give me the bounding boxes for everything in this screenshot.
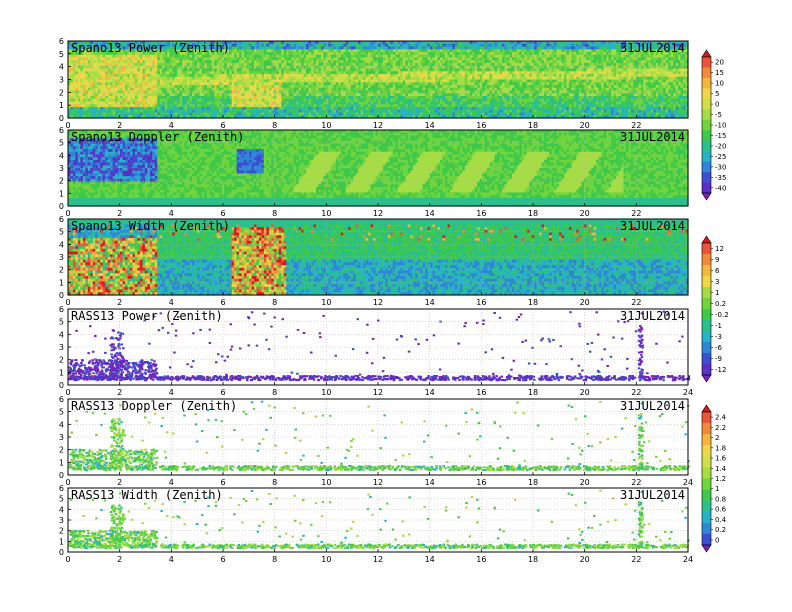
- panel-1: 0 2 4 6 8 10 12 14 16 18 20 220123456 Spano13 Power …: [59, 37, 689, 130]
